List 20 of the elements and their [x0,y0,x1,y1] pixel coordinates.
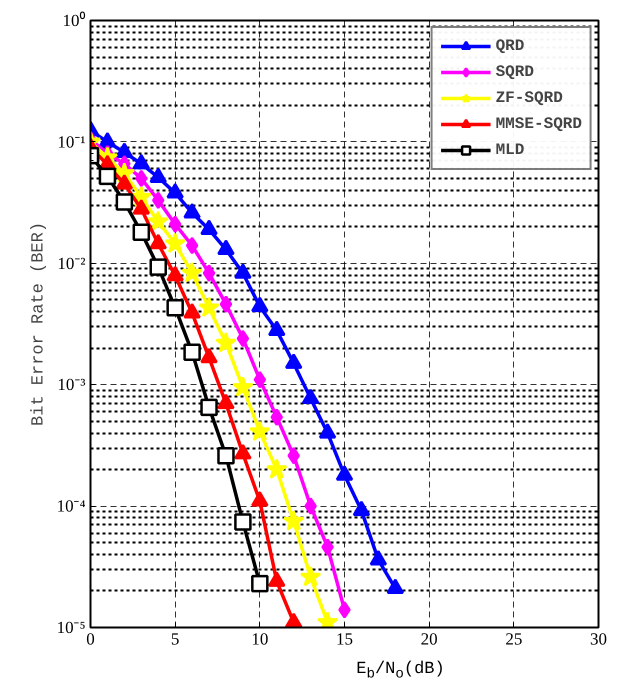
legend-label: QRD [496,37,524,55]
x-tick-label: 25 [505,630,522,648]
x-tick-label: 30 [590,630,607,648]
y-tick-label: 10⁻⁴ [56,496,86,516]
x-tick-label: 5 [170,630,180,648]
y-tick-label: 10⁰ [62,11,86,30]
legend-label: SQRD [496,63,534,81]
x-tick-label: 20 [420,630,438,648]
x-tick-label: 10 [251,630,268,648]
x-axis-title: E$_{b}$/N$_{o}$(dB) [356,659,445,684]
legend-label: MLD [496,141,524,159]
legend-label: ZF-SQRD [496,89,563,107]
x-tick-label: 0 [86,630,95,648]
y-axis-title: Bit Error Rate (BER) [30,222,49,426]
legend-label: MMSE-SQRD [496,115,582,133]
y-tick-label: 10⁻² [57,254,86,273]
y-tick-label: 10⁻¹ [57,132,86,152]
x-tick-label: 15 [336,630,353,648]
y-tick-label: 10⁻³ [57,375,86,394]
y-tick-label: 10⁻⁵ [56,618,86,637]
